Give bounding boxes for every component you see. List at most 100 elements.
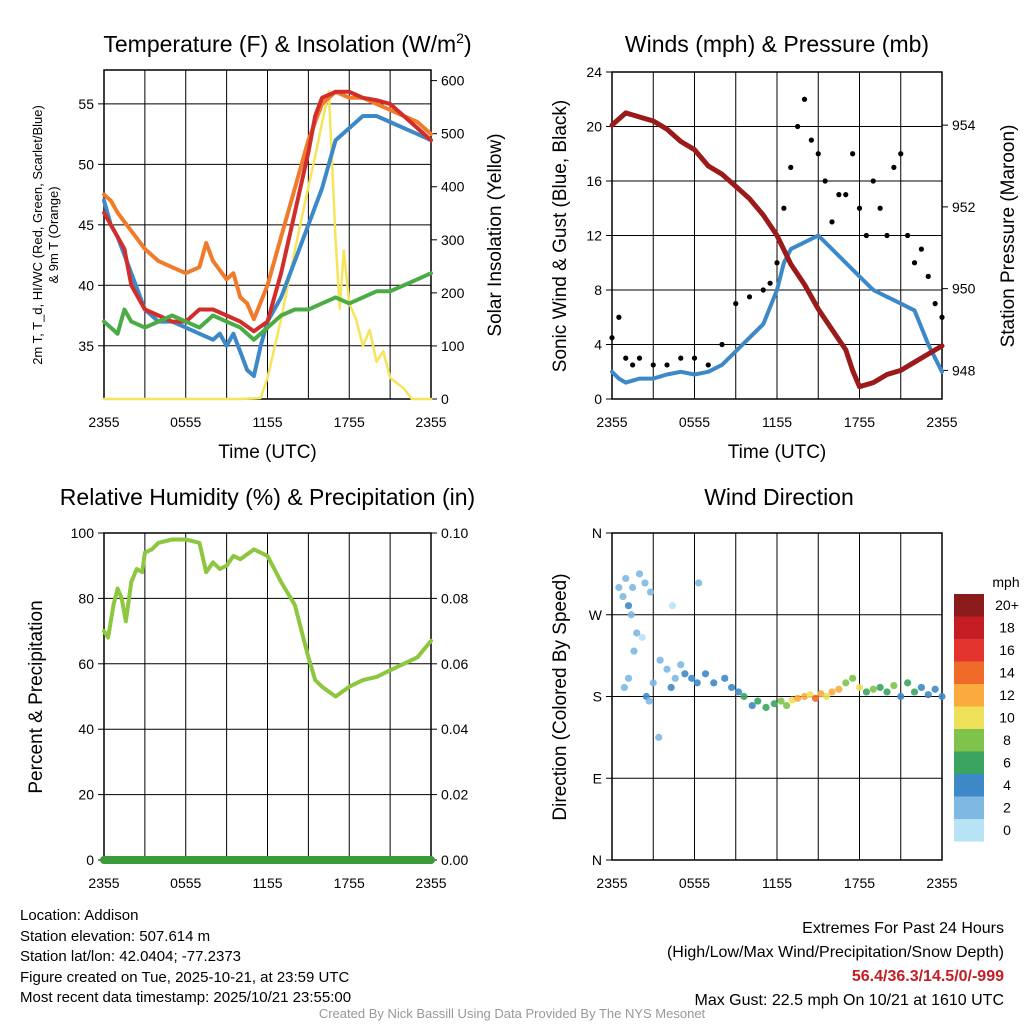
dir-point bbox=[681, 670, 689, 678]
dir-point bbox=[671, 674, 679, 682]
dir-point bbox=[842, 679, 850, 687]
temp-y2tick: 0 bbox=[441, 391, 449, 407]
dir-point bbox=[917, 683, 925, 692]
wind-gust-point bbox=[767, 280, 773, 286]
temp-xtick: 2355 bbox=[415, 414, 446, 430]
wind-ytick: 8 bbox=[594, 282, 602, 298]
rh-title: Relative Humidity (%) & Precipitation (i… bbox=[60, 484, 475, 510]
rh-xtick: 0555 bbox=[170, 875, 201, 891]
wind-gust-point bbox=[863, 232, 869, 239]
dir-xtick: 0555 bbox=[679, 875, 710, 891]
extremes-title: Extremes For Past 24 Hours bbox=[802, 920, 1004, 937]
temp-ytick: 35 bbox=[78, 338, 94, 354]
rh-xtick: 2355 bbox=[88, 875, 119, 891]
wind-gust-point bbox=[795, 123, 801, 130]
latlon-text: Station lat/lon: 42.0404; -77.2373 bbox=[20, 948, 242, 965]
wind-gust-point bbox=[760, 287, 766, 293]
legend-swatch bbox=[954, 706, 984, 729]
legend-label: 12 bbox=[999, 687, 1015, 703]
legend-swatch bbox=[954, 819, 984, 842]
dir-point bbox=[630, 647, 638, 655]
temp-y2tick: 600 bbox=[441, 73, 465, 89]
dir-point bbox=[641, 579, 649, 587]
dir-point bbox=[635, 570, 644, 578]
wind-y2label: Station Pressure (Maroon) bbox=[998, 125, 1019, 348]
temp-frame bbox=[103, 69, 432, 400]
wind-ylabel: Sonic Wind & Gust (Blue, Black) bbox=[550, 100, 571, 372]
rh-y2tick: 0.00 bbox=[441, 852, 468, 868]
recent-text: Most recent data timestamp: 2025/10/21 2… bbox=[20, 989, 352, 1006]
dir-point bbox=[931, 685, 939, 693]
wind-ytick: 12 bbox=[586, 228, 602, 244]
dir-point bbox=[721, 674, 729, 682]
wind-ytick: 20 bbox=[586, 119, 602, 135]
wind-gust-point bbox=[664, 362, 670, 368]
dir-point bbox=[770, 700, 778, 708]
dir-point bbox=[668, 602, 677, 610]
dir-point bbox=[828, 688, 836, 696]
dir-point bbox=[897, 692, 905, 701]
legend-label: 20+ bbox=[995, 597, 1019, 613]
dir-point bbox=[883, 688, 891, 696]
dir-point bbox=[701, 670, 710, 678]
dir-point bbox=[890, 682, 898, 690]
wind-gust-point bbox=[609, 335, 615, 341]
rh-ytick: 60 bbox=[78, 656, 94, 672]
legend-label: 4 bbox=[1003, 777, 1011, 793]
dir-xtick: 1155 bbox=[762, 875, 792, 891]
wind-gust-point bbox=[705, 362, 711, 368]
wind-gust-point bbox=[630, 362, 636, 368]
rh-xtick: 2355 bbox=[415, 875, 446, 891]
wind-gust-point bbox=[925, 273, 931, 279]
legend-label: 8 bbox=[1003, 732, 1011, 748]
rh-y2tick: 0.08 bbox=[441, 590, 468, 606]
dir-point bbox=[620, 683, 628, 692]
wind-gust-point bbox=[616, 314, 622, 320]
credit-text: Created By Nick Bassill Using Data Provi… bbox=[318, 1006, 706, 1021]
legend-label: 2 bbox=[1003, 800, 1011, 816]
wind-gust-point bbox=[905, 232, 911, 239]
dir-point bbox=[710, 679, 718, 687]
temp-y2tick: 200 bbox=[441, 285, 465, 301]
rh-ytick: 100 bbox=[71, 525, 95, 541]
temp-xtick: 1755 bbox=[334, 414, 365, 430]
dir-point bbox=[655, 733, 663, 741]
temp-xtick: 2355 bbox=[88, 414, 119, 430]
wind-ytick: 0 bbox=[594, 391, 602, 407]
wind-ytick: 24 bbox=[586, 64, 602, 80]
dir-point bbox=[734, 688, 743, 696]
dir-point bbox=[811, 694, 820, 702]
extremes-values: 56.4/36.3/14.5/0/-999 bbox=[851, 968, 1004, 985]
dir-point bbox=[849, 674, 857, 682]
temp-xlabel: Time (UTC) bbox=[218, 442, 317, 463]
dir-point bbox=[777, 697, 785, 705]
wind-gust-point bbox=[623, 355, 629, 361]
dir-point bbox=[740, 692, 748, 701]
rh-ytick: 20 bbox=[78, 787, 94, 803]
elevation-text: Station elevation: 507.614 m bbox=[20, 927, 211, 945]
rh-series-relative-humidity bbox=[102, 537, 433, 699]
wind-gust-point bbox=[774, 260, 780, 266]
wind-gust-point bbox=[829, 219, 835, 225]
rh-ytick: 0 bbox=[86, 852, 94, 868]
rh-y2tick: 0.02 bbox=[441, 787, 468, 803]
dir-point bbox=[862, 688, 870, 696]
dir-point bbox=[754, 697, 762, 705]
dir-point bbox=[688, 674, 696, 682]
legend-swatch bbox=[954, 751, 984, 774]
dir-point bbox=[904, 679, 912, 687]
temp-ylabel-2: & 9m T (Orange) bbox=[46, 186, 61, 283]
rh-y2tick: 0.04 bbox=[441, 721, 468, 737]
wind-gust-point bbox=[691, 355, 698, 361]
dir-point bbox=[633, 629, 641, 637]
dir-point bbox=[638, 633, 646, 642]
dir-point bbox=[649, 679, 657, 687]
temp-ylabel-1: 2m T, T_d, HI/WC (Red, Green, Scarlet/Bl… bbox=[30, 105, 45, 365]
dir-point bbox=[855, 683, 864, 692]
wind-gust-point bbox=[636, 355, 643, 361]
legend-label: 0 bbox=[1003, 822, 1011, 838]
wind-gust-point bbox=[856, 205, 863, 211]
rh-y2tick: 0.10 bbox=[441, 525, 468, 541]
wind-gust-point bbox=[719, 341, 725, 348]
